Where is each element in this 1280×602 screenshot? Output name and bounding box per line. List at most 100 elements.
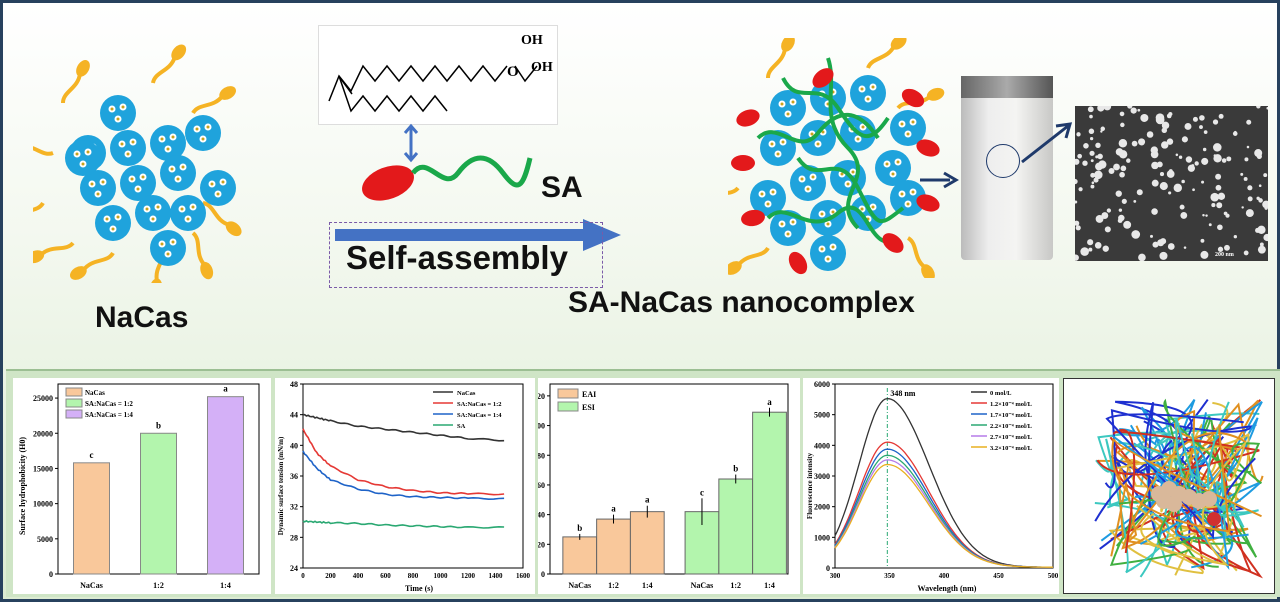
- x-axis-label: Time (s): [405, 584, 433, 593]
- legend-label: SA:NaCas = 1:2: [457, 401, 502, 408]
- nanoparticle: [1263, 173, 1268, 178]
- micelle-dot-core: [911, 120, 915, 124]
- nanoparticle: [1223, 211, 1228, 216]
- nacas-micelle-illustration: [33, 44, 242, 283]
- legend-label: 2.7×10⁻⁴ mol/L: [990, 434, 1033, 441]
- nanoparticle: [1241, 206, 1244, 209]
- protein-ribbon: [1157, 442, 1263, 547]
- sa-head: [731, 155, 755, 171]
- micelle-body: [770, 210, 806, 246]
- nanoparticle: [1199, 115, 1205, 121]
- casein-micelle: [135, 195, 171, 231]
- nanoparticle: [1152, 241, 1159, 248]
- nanoparticle: [1133, 200, 1137, 203]
- significance-letter: b: [733, 464, 738, 474]
- micelle-body: [790, 165, 826, 201]
- nanoparticle: [1083, 143, 1089, 149]
- micelle-body: [120, 165, 156, 201]
- y-tick-label: 20: [538, 540, 545, 549]
- tail-head: [890, 38, 907, 50]
- nanocomplex-label: SA-NaCas nanocomplex: [568, 286, 915, 319]
- nanoparticle: [1150, 150, 1159, 159]
- legend-label: 0 mol/L: [990, 390, 1012, 397]
- micelle-dot-core: [195, 127, 199, 131]
- micelle-dot-core: [851, 170, 855, 174]
- micelle-dot-core: [145, 207, 149, 211]
- nanoparticle: [1192, 188, 1195, 192]
- nanoparticle: [1246, 145, 1250, 149]
- nanoparticle: [1191, 164, 1195, 168]
- nanoparticle: [1120, 122, 1125, 128]
- y-tick-label: 20000: [33, 429, 53, 438]
- significance-letter: a: [223, 384, 228, 394]
- micelle-dot-core: [105, 217, 109, 221]
- micelle-dot-core: [126, 152, 130, 156]
- y-axis-label: Dynamic surface tension (mN/m): [277, 436, 285, 535]
- legend-label: SA:NaCas = 1:4: [85, 411, 133, 419]
- micelle-dot-core: [221, 180, 225, 184]
- nanoparticle: [1192, 116, 1198, 122]
- x-tick-label: 1600: [516, 572, 531, 580]
- nanoparticle: [1103, 106, 1112, 111]
- micelle-dot-core: [896, 160, 900, 164]
- micelle-dot-core: [900, 192, 904, 196]
- nanoparticle: [1215, 173, 1222, 180]
- ligand-oxygen: [1207, 512, 1221, 526]
- y-tick-label: 24: [290, 564, 298, 573]
- nanoparticle: [1090, 184, 1095, 189]
- micelle-dot-core: [130, 177, 134, 181]
- casein-micelle: [890, 110, 926, 146]
- casein-micelle: [850, 195, 886, 231]
- significance-letter: a: [767, 397, 772, 407]
- micelle-dot-core: [75, 152, 79, 156]
- micelle-dot-core: [110, 107, 114, 111]
- micelle-dot-core: [781, 140, 785, 144]
- micelle-dot-core: [831, 245, 835, 249]
- peak-annotation: 348 nm: [890, 389, 915, 398]
- nanoparticle: [1076, 132, 1081, 137]
- y-axis-label: Fluorescence intensity: [806, 452, 814, 519]
- nanoparticle: [1137, 108, 1141, 112]
- nanoparticle: [1159, 172, 1165, 177]
- nanoparticle: [1118, 208, 1123, 212]
- self-assembly-box: [329, 222, 603, 288]
- micelle-dot-core: [810, 132, 814, 136]
- nanoparticle: [1183, 246, 1187, 249]
- nanoparticle: [1217, 246, 1224, 252]
- micelle-dot-core: [860, 87, 864, 91]
- nanoparticle: [1075, 158, 1080, 165]
- nanoparticle: [1256, 196, 1260, 200]
- casein-micelle: [750, 180, 786, 216]
- legend-swatch: [557, 388, 579, 399]
- micelle-body: [875, 150, 911, 186]
- micelle-dot-core: [116, 117, 120, 121]
- x-tick-label: 600: [380, 572, 391, 580]
- nanoparticle: [1181, 136, 1188, 143]
- micelle-body: [750, 180, 786, 216]
- nanoparticle: [1118, 214, 1125, 222]
- hydrophobic-tail: [33, 201, 45, 222]
- y-tick-label: 5000: [814, 411, 830, 420]
- x-tick-label: 1000: [434, 572, 449, 580]
- protein-docking-image: [1063, 378, 1275, 594]
- legend-swatch: [557, 401, 579, 412]
- micelle-dot-core: [771, 190, 775, 194]
- bar: [684, 511, 720, 575]
- emulsifying-properties-chart: 0 20 40 60 80 00 20 b NaCas a 1:2 a 1:4 EAI c NaCas b 1:2…: [537, 378, 800, 594]
- y-tick-label: 15000: [33, 464, 53, 473]
- micelle-dot-core: [101, 180, 105, 184]
- nanoparticle: [1097, 153, 1103, 160]
- nanoparticle: [1175, 153, 1179, 157]
- casein-micelle: [875, 150, 911, 186]
- nanoparticle: [1185, 156, 1193, 163]
- y-tick-label: 28: [290, 533, 298, 542]
- nanoparticle: [1089, 136, 1094, 141]
- tail-head: [70, 266, 87, 280]
- results-panel: 0 5000 10000 15000 20000 25000 Surface hydroph…: [6, 369, 1280, 597]
- protein-ribbon: [1136, 401, 1238, 564]
- tail-chain: [60, 73, 82, 104]
- micelle-dot-core: [86, 150, 90, 154]
- nanoparticle: [1094, 242, 1102, 249]
- micelle-dot-core: [770, 142, 774, 146]
- self-assembly-label: Self-assembly: [346, 239, 568, 276]
